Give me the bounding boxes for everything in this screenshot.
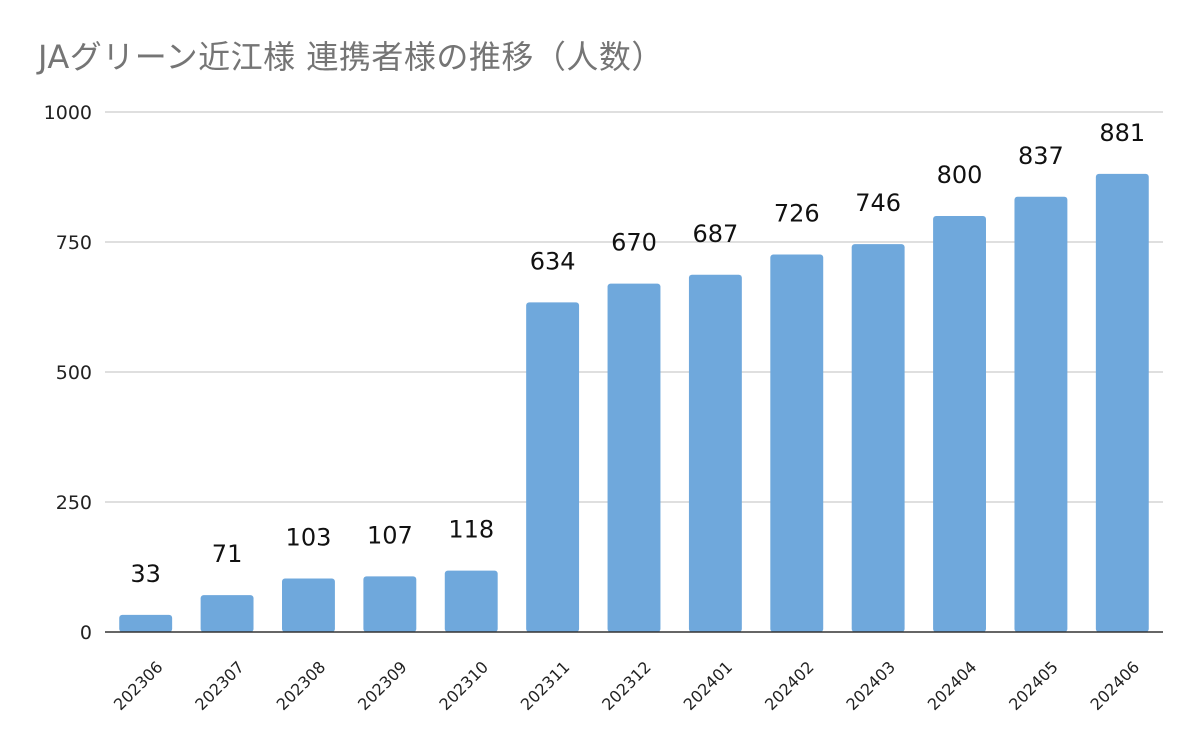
data-label: 107 bbox=[367, 521, 413, 549]
x-tick-label: 202311 bbox=[517, 657, 574, 714]
bar bbox=[282, 578, 335, 632]
y-tick-label: 750 bbox=[56, 232, 92, 254]
data-label: 33 bbox=[130, 560, 161, 588]
bar bbox=[1095, 173, 1149, 632]
x-tick-label: 202402 bbox=[761, 657, 818, 714]
data-label: 746 bbox=[855, 189, 901, 217]
x-tick-label: 202306 bbox=[110, 657, 167, 714]
bar bbox=[1014, 196, 1068, 632]
x-tick-label: 202405 bbox=[1005, 657, 1062, 714]
bar bbox=[119, 614, 173, 632]
chart-title: JAグリーン近江様 連携者様の推移（人数） bbox=[38, 38, 664, 76]
x-tick-label: 202403 bbox=[842, 657, 899, 714]
data-label: 103 bbox=[286, 523, 332, 551]
bar bbox=[200, 595, 254, 632]
bar bbox=[851, 244, 905, 632]
y-tick-label: 1000 bbox=[44, 102, 92, 124]
bar bbox=[526, 302, 580, 632]
data-label: 687 bbox=[692, 220, 738, 248]
data-label: 118 bbox=[448, 516, 494, 544]
data-label: 726 bbox=[774, 199, 820, 227]
x-tick-label: 202401 bbox=[680, 657, 737, 714]
data-label: 881 bbox=[1099, 119, 1145, 147]
y-tick-label: 500 bbox=[56, 362, 92, 384]
data-label: 800 bbox=[937, 161, 983, 189]
x-tick-label: 202309 bbox=[354, 657, 411, 714]
bar bbox=[607, 283, 661, 632]
x-tick-label: 202406 bbox=[1087, 657, 1144, 714]
data-label: 71 bbox=[212, 540, 243, 568]
data-label: 670 bbox=[611, 229, 657, 257]
bar bbox=[933, 216, 986, 632]
bar bbox=[363, 576, 417, 632]
x-tick-label: 202312 bbox=[598, 657, 655, 714]
bar bbox=[688, 274, 742, 632]
x-tick-label: 202404 bbox=[924, 657, 981, 714]
y-tick-label: 250 bbox=[56, 492, 92, 514]
x-tick-label: 202308 bbox=[273, 657, 330, 714]
x-tick-label: 202307 bbox=[191, 657, 248, 714]
data-label: 634 bbox=[530, 247, 576, 275]
data-label: 837 bbox=[1018, 142, 1064, 170]
bar bbox=[444, 570, 498, 632]
y-tick-label: 0 bbox=[80, 622, 92, 644]
bar bbox=[770, 254, 824, 633]
x-tick-label: 202310 bbox=[435, 657, 492, 714]
